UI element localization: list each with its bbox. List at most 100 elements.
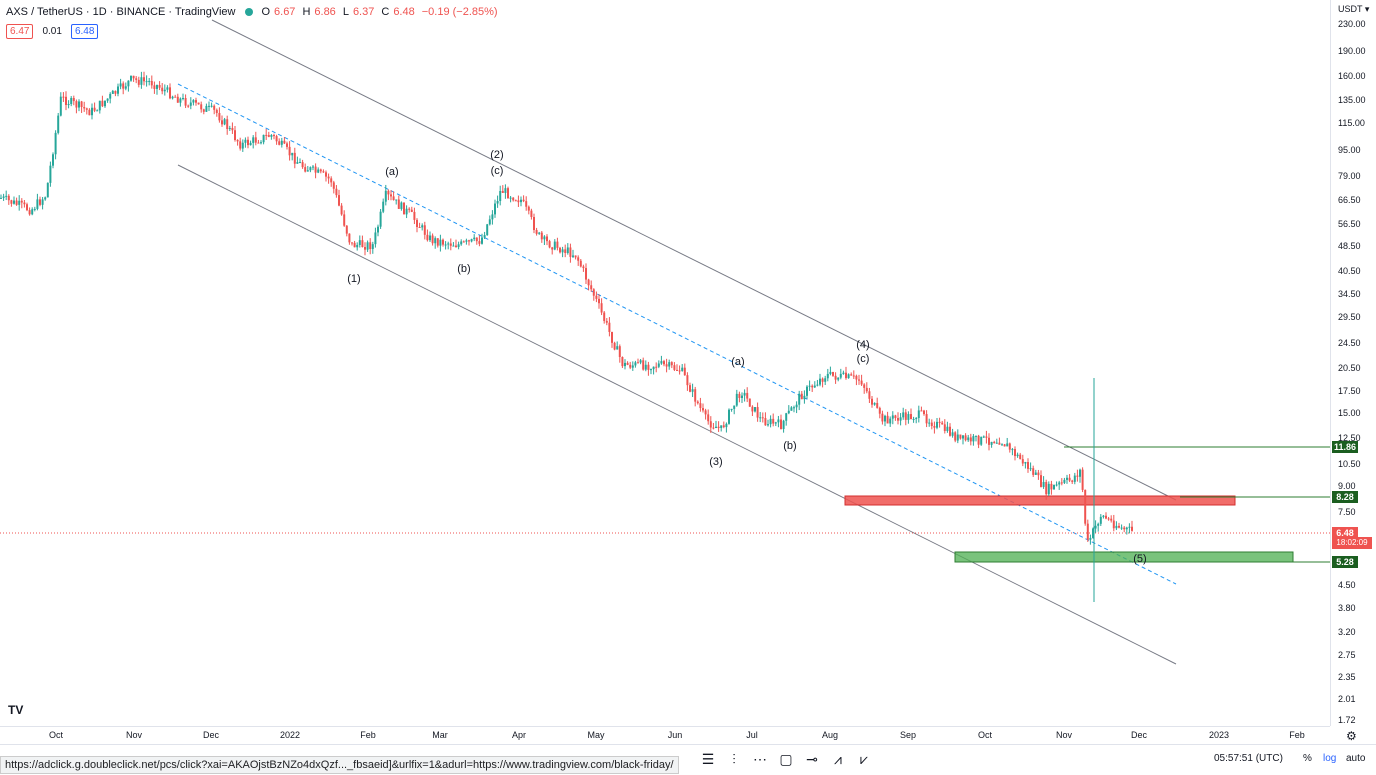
log-toggle[interactable]: log — [1323, 753, 1337, 764]
auto-toggle[interactable]: auto — [1346, 753, 1366, 764]
price-tick-label: 3.80 — [1338, 603, 1356, 613]
candle-body — [546, 236, 548, 242]
resistance-zone[interactable] — [844, 495, 1236, 506]
candle-body — [192, 100, 195, 103]
pitchfork-tool-icon[interactable]: ⫶ — [732, 750, 736, 767]
candle-body — [132, 75, 135, 79]
time-tick-label: Oct — [977, 730, 993, 740]
candle-body — [26, 204, 28, 211]
bid-pill[interactable]: 6.47 — [6, 24, 34, 39]
candle-body — [772, 418, 775, 424]
candle-body — [777, 419, 780, 423]
elliott-xyz-icon[interactable]: ⩘ — [834, 750, 842, 767]
candle-body — [1021, 459, 1024, 464]
candle-body — [689, 385, 691, 392]
candle-body — [881, 413, 884, 422]
candle-body — [215, 109, 218, 113]
candle-body — [410, 209, 413, 212]
level-tag-11-86: 11.86 — [1332, 441, 1358, 453]
path-tool-icon[interactable]: ⋯ — [753, 750, 767, 767]
candle-body — [434, 238, 437, 244]
candle-body — [299, 162, 301, 164]
candle-body — [694, 389, 697, 402]
symbol-header[interactable]: AXS / TetherUS · 1D · BINANCE · TradingV… — [6, 6, 501, 18]
candle-body — [925, 414, 928, 424]
candle-body — [395, 199, 398, 201]
candle-body — [330, 178, 333, 183]
line-tool-icon[interactable]: ⊸ — [806, 750, 818, 767]
candle-body — [821, 378, 824, 382]
change-value: −0.19 (−2.85%) — [421, 6, 498, 18]
candle-body — [540, 232, 543, 240]
price-axis[interactable] — [1330, 0, 1376, 726]
candle-body — [860, 380, 863, 385]
spread-value: 0.01 — [42, 26, 62, 37]
candle-body — [972, 436, 975, 442]
chevron-down-icon: ▾ — [1364, 4, 1370, 14]
candle-body — [161, 87, 164, 92]
time-tick-label: Aug — [821, 730, 839, 740]
candle-body — [491, 214, 494, 220]
candle-body — [189, 102, 192, 106]
candle-body — [231, 127, 234, 131]
candle-body — [65, 96, 67, 106]
utc-clock[interactable]: 05:57:51 (UTC) — [1214, 753, 1283, 764]
wave-label-4-c: (c) — [856, 353, 870, 365]
channel-upper-line[interactable] — [211, 19, 1177, 501]
candle-body — [111, 90, 114, 94]
rectangle-tool-icon[interactable]: ▢ — [779, 750, 793, 767]
candle-body — [665, 364, 668, 367]
candle-body — [104, 100, 106, 107]
candle-body — [356, 244, 359, 248]
symbol-title[interactable]: AXS / TetherUS · 1D · BINANCE · TradingV… — [6, 6, 236, 18]
candle-body — [174, 96, 177, 98]
candle-body — [1037, 472, 1040, 476]
countdown-tag: 18:02:09 — [1332, 537, 1372, 549]
candle-body — [423, 225, 426, 235]
time-tick-label: Nov — [1055, 730, 1073, 740]
open-key: O — [261, 6, 271, 18]
time-axis[interactable] — [0, 726, 1330, 745]
fib-tool-icon[interactable]: ☰ — [701, 750, 715, 767]
candle-body — [205, 105, 208, 112]
time-tick-label: Dec — [1130, 730, 1148, 740]
candle-body — [813, 385, 816, 388]
candle-body — [41, 199, 44, 205]
candle-body — [416, 219, 418, 227]
candle-body — [392, 196, 395, 201]
channel-lower-line[interactable] — [177, 164, 1177, 665]
time-tick-label: Oct — [48, 730, 64, 740]
candle-body — [590, 285, 593, 290]
elliott-wxy-icon[interactable]: ⩗ — [860, 750, 868, 767]
candle-body — [358, 240, 361, 245]
candle-body — [837, 377, 840, 380]
candle-body — [179, 98, 182, 103]
percent-toggle[interactable]: % — [1303, 753, 1312, 764]
candle-body — [624, 362, 626, 367]
time-tick-label: Dec — [202, 730, 220, 740]
ask-pill[interactable]: 6.48 — [70, 24, 99, 39]
candle-body — [920, 410, 923, 412]
price-tick-label: 17.50 — [1338, 386, 1361, 396]
candle-body — [923, 410, 925, 415]
candle-body — [265, 134, 268, 136]
candle-body — [712, 427, 715, 429]
price-tick-label: 79.00 — [1338, 171, 1361, 181]
candle-body — [28, 210, 31, 215]
tradingview-logo-icon[interactable]: TV — [8, 702, 28, 718]
price-chart[interactable] — [0, 0, 1330, 726]
candle-body — [959, 434, 962, 439]
candle-body — [486, 224, 489, 236]
currency-selector[interactable]: USDT ▾ — [1338, 4, 1369, 15]
candle-body — [130, 75, 132, 81]
candle-body — [852, 375, 855, 377]
candle-body — [868, 391, 871, 399]
time-tick-label: 2023 — [1208, 730, 1230, 740]
candle-body — [566, 247, 569, 254]
settings-gear-icon[interactable]: ⚙ — [1346, 729, 1357, 743]
candle-body — [202, 109, 205, 112]
candle-body — [431, 235, 434, 244]
channel-mid-line[interactable] — [177, 83, 1177, 585]
support-zone[interactable] — [954, 551, 1294, 563]
chart-canvas[interactable] — [0, 0, 1330, 726]
